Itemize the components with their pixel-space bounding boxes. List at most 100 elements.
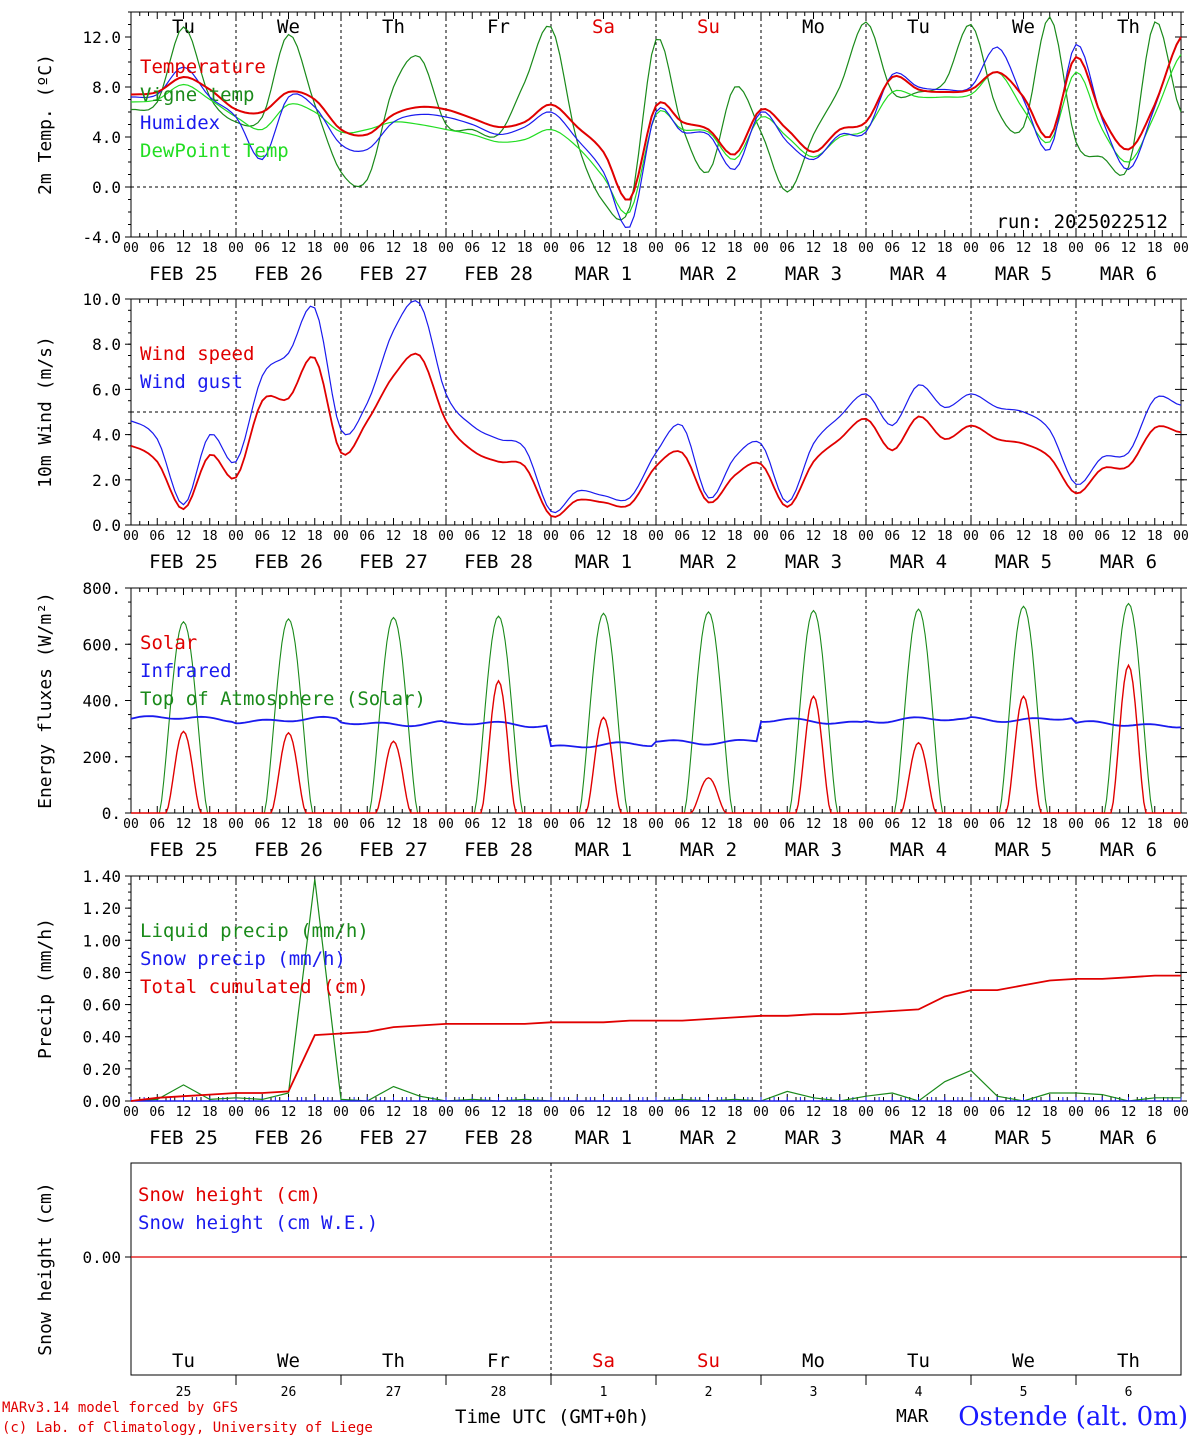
hour-tick-label: 18 — [832, 529, 848, 544]
hour-tick-label: 18 — [202, 817, 218, 832]
y-tick-label: 2.0 — [92, 471, 121, 490]
y-tick-label: 0.00 — [82, 1248, 121, 1267]
date-label: MAR 1 — [575, 551, 632, 573]
hour-tick-label: 18 — [622, 817, 638, 832]
date-label: MAR 4 — [890, 263, 947, 285]
hour-tick-label: 00 — [1173, 529, 1189, 544]
hour-tick-label: 18 — [1042, 241, 1058, 256]
hour-tick-label: 18 — [517, 529, 533, 544]
date-label: MAR 1 — [575, 263, 632, 285]
hour-tick-label: 12 — [176, 241, 192, 256]
hour-tick-label: 18 — [307, 1105, 323, 1120]
date-label: MAR 2 — [680, 263, 737, 285]
date-label: FEB 27 — [359, 839, 428, 861]
panel-frame — [130, 11, 1182, 238]
legend-snow-height-cm-w-e-: Snow height (cm W.E.) — [138, 1212, 378, 1234]
legend-top-of-atmosphere-solar-: Top of Atmosphere (Solar) — [140, 688, 426, 710]
date-label: FEB 28 — [464, 551, 533, 573]
y-axis-label: 2m Temp. (ºC) — [35, 54, 56, 195]
hour-tick-label: 06 — [149, 529, 165, 544]
hour-tick-label: 18 — [307, 241, 323, 256]
hour-tick-label: 06 — [674, 817, 690, 832]
day-number-label: 6 — [1125, 1385, 1133, 1400]
weekday-label: Fr — [487, 1350, 510, 1372]
hour-tick-label: 18 — [517, 241, 533, 256]
legend-snow-height-cm-: Snow height (cm) — [138, 1184, 321, 1206]
hour-tick-label: 12 — [491, 1105, 507, 1120]
hour-tick-label: 18 — [937, 817, 953, 832]
hour-tick-label: 06 — [569, 241, 585, 256]
hour-tick-label: 18 — [202, 1105, 218, 1120]
hour-tick-label: 06 — [149, 241, 165, 256]
y-axis-label: Energy fluxes (W/m²) — [35, 592, 56, 809]
hour-tick-label: 12 — [1121, 1105, 1137, 1120]
hour-tick-label: 00 — [543, 1105, 559, 1120]
date-label: MAR 3 — [785, 263, 842, 285]
y-tick-label: 0. — [102, 804, 121, 823]
hour-tick-label: 00 — [123, 529, 139, 544]
date-label: MAR 5 — [995, 839, 1052, 861]
date-label: FEB 25 — [149, 551, 218, 573]
hour-tick-label: 12 — [1016, 1105, 1032, 1120]
hour-tick-label: 18 — [517, 817, 533, 832]
date-label: FEB 27 — [359, 551, 428, 573]
y-tick-label: -4.0 — [82, 228, 121, 247]
date-label: FEB 28 — [464, 263, 533, 285]
hour-tick-label: 12 — [1016, 817, 1032, 832]
hour-tick-label: 00 — [438, 1105, 454, 1120]
hour-tick-label: 00 — [1068, 529, 1084, 544]
date-label: FEB 25 — [149, 839, 218, 861]
hour-tick-label: 18 — [1147, 529, 1163, 544]
weekday-label: Tu — [172, 1350, 195, 1372]
hour-tick-label: 06 — [464, 1105, 480, 1120]
hour-tick-label: 18 — [412, 529, 428, 544]
date-label: MAR 1 — [575, 1127, 632, 1149]
hour-tick-label: 00 — [963, 1105, 979, 1120]
date-label: MAR 4 — [890, 1127, 947, 1149]
legend-dewpoint-temp: DewPoint Temp — [140, 140, 289, 162]
hour-tick-label: 00 — [543, 241, 559, 256]
day-number-label: 5 — [1020, 1385, 1028, 1400]
hour-tick-label: 18 — [307, 817, 323, 832]
y-axis-label: Precip (mm/h) — [35, 918, 56, 1059]
hour-tick-label: 18 — [517, 1105, 533, 1120]
series-line-wind-speed — [130, 352, 1182, 518]
legend-liquid-precip-mm-h-: Liquid precip (mm/h) — [140, 920, 369, 942]
station-name: Ostende (alt. 0m) — [958, 1402, 1188, 1432]
series-line-humidex — [131, 36, 1182, 229]
hour-tick-label: 00 — [438, 529, 454, 544]
date-label: FEB 28 — [464, 1127, 533, 1149]
y-tick-label: 6.0 — [92, 380, 121, 399]
y-tick-label: 1.00 — [82, 931, 121, 950]
hour-tick-label: 00 — [858, 817, 874, 832]
hour-tick-label: 12 — [596, 241, 612, 256]
hour-tick-label: 00 — [333, 817, 349, 832]
hour-tick-label: 00 — [228, 817, 244, 832]
hour-tick-label: 12 — [596, 529, 612, 544]
hour-tick-label: 00 — [858, 529, 874, 544]
hour-tick-label: 06 — [359, 1105, 375, 1120]
hour-tick-label: 18 — [1042, 529, 1058, 544]
series-line-wind-gust — [130, 300, 1182, 514]
hour-tick-label: 00 — [1173, 1105, 1189, 1120]
weekday-label: Sa — [592, 1350, 615, 1372]
hour-tick-label: 06 — [149, 1105, 165, 1120]
hour-tick-label: 18 — [1147, 1105, 1163, 1120]
weekday-label: We — [1012, 1350, 1035, 1372]
hour-tick-label: 12 — [281, 1105, 297, 1120]
hour-tick-label: 12 — [491, 241, 507, 256]
legend-infrared: Infrared — [140, 660, 232, 682]
legend-wind-speed: Wind speed — [140, 343, 254, 365]
hour-tick-label: 12 — [701, 817, 717, 832]
series-line-solar — [131, 663, 1181, 814]
hour-tick-label: 18 — [412, 1105, 428, 1120]
date-label: MAR 4 — [890, 551, 947, 573]
y-tick-label: 8.0 — [92, 335, 121, 354]
hour-tick-label: 06 — [989, 1105, 1005, 1120]
hour-tick-label: 18 — [202, 529, 218, 544]
hour-tick-label: 06 — [989, 817, 1005, 832]
hour-tick-label: 12 — [386, 1105, 402, 1120]
hour-tick-label: 18 — [412, 817, 428, 832]
hour-tick-label: 12 — [491, 529, 507, 544]
